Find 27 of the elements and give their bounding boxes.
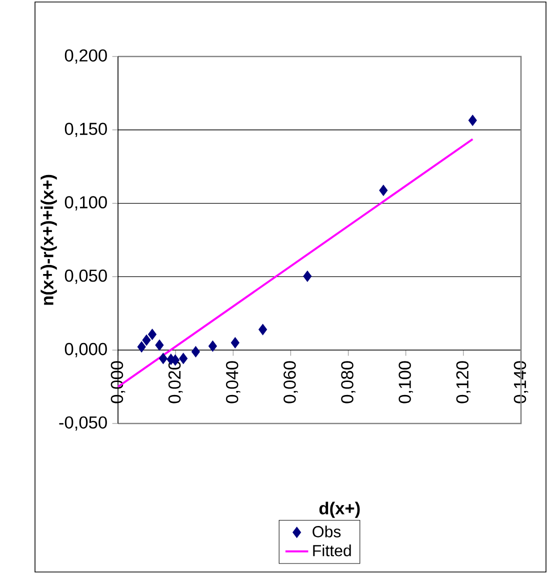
legend-label: Fitted (313, 544, 351, 556)
y-tick-label: 0,150 (64, 122, 107, 138)
x-axis-title: d(x+) (319, 502, 360, 518)
point (468, 114, 477, 126)
point (303, 270, 312, 282)
legend-label: Obs (312, 526, 341, 538)
y-tick-label: -0,050 (59, 416, 107, 431)
point (379, 184, 388, 196)
point (137, 341, 146, 352)
point (230, 337, 240, 348)
x-tick-label: 0,100 (398, 361, 414, 404)
point (142, 334, 151, 346)
x-tick-label: 0,060 (284, 361, 298, 404)
point (258, 324, 268, 336)
point (158, 352, 168, 364)
y-axis-title: n(x+)-r(x+)+i(x+) (40, 174, 57, 305)
point (208, 340, 217, 352)
y-tick-label: 0,050 (64, 270, 107, 284)
y-tick-label: 0,000 (64, 342, 107, 358)
x-tick-label: 0,040 (226, 361, 240, 404)
point (148, 328, 157, 340)
y-tick-label: 0,200 (64, 49, 107, 64)
y-tick-label: 0,100 (64, 196, 107, 210)
point (155, 339, 164, 351)
x-tick-label: 0,080 (341, 361, 356, 404)
x-tick-label: 0,120 (456, 361, 471, 404)
point (191, 346, 200, 358)
